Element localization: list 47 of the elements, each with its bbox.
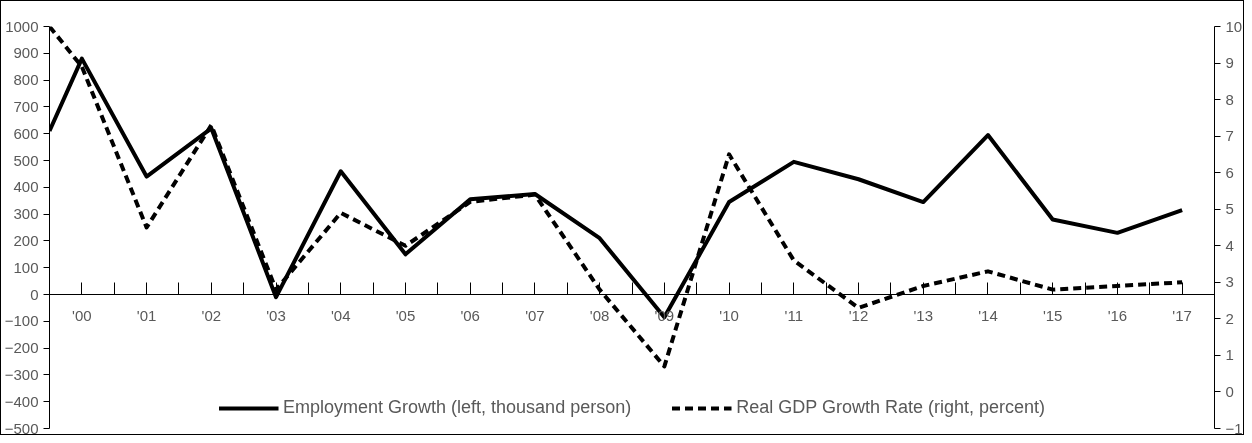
x-tick-label: '12 xyxy=(848,306,869,324)
y-tick-label: 700 xyxy=(13,97,39,115)
y-tick-label: −500 xyxy=(4,419,39,437)
y-tick-label: 300 xyxy=(13,205,39,223)
x-tick-label: '14 xyxy=(978,306,998,324)
x-tick-label: '13 xyxy=(913,306,934,324)
y2-tick-label: 5 xyxy=(1225,200,1234,218)
y-tick-label: −300 xyxy=(4,365,39,383)
y-tick-label: −200 xyxy=(4,339,39,357)
x-tick-label: '05 xyxy=(395,306,416,324)
y-tick-label: 200 xyxy=(13,231,39,249)
y-tick-label: 1000 xyxy=(5,17,39,35)
x-tick-label: '04 xyxy=(330,306,351,324)
y-tick-label: 500 xyxy=(13,151,39,169)
x-tick-label: '17 xyxy=(1172,306,1192,324)
y2-tick-label: 9 xyxy=(1225,54,1234,72)
y2-tick-label: 3 xyxy=(1225,273,1234,291)
x-tick-label: '00 xyxy=(72,306,92,324)
x-tick-label: '15 xyxy=(1042,306,1063,324)
y-tick-label: 100 xyxy=(13,258,39,276)
y-tick-label: 800 xyxy=(13,71,39,89)
y2-tick-label: 6 xyxy=(1225,163,1234,181)
y-tick-label: 600 xyxy=(13,124,39,142)
y-tick-label: −400 xyxy=(4,392,39,410)
legend-label: Real GDP Growth Rate (right, percent) xyxy=(736,397,1045,418)
y2-tick-label: 8 xyxy=(1225,90,1234,108)
legend-label: Employment Growth (left, thousand person) xyxy=(283,397,632,418)
x-tick-label: '11 xyxy=(784,306,804,324)
y-tick-label: 400 xyxy=(13,178,39,196)
y-tick-label: −100 xyxy=(4,312,39,330)
y2-tick-label: 7 xyxy=(1225,127,1234,145)
y2-tick-label: 2 xyxy=(1225,309,1234,327)
y2-tick-label: −1 xyxy=(1225,419,1243,437)
x-tick-label: '08 xyxy=(589,306,610,324)
y-tick-label: 900 xyxy=(13,44,39,62)
x-tick-label: '03 xyxy=(266,306,286,324)
y2-tick-label: 4 xyxy=(1225,236,1234,254)
x-tick-label: '01 xyxy=(136,306,157,324)
x-tick-label: '06 xyxy=(460,306,480,324)
y2-tick-label: 1 xyxy=(1225,346,1234,364)
y2-tick-label: 10 xyxy=(1225,17,1243,35)
x-tick-label: '16 xyxy=(1107,306,1128,324)
y-tick-label: 0 xyxy=(30,285,39,303)
x-tick-label: '02 xyxy=(201,306,222,324)
x-tick-label: '07 xyxy=(525,306,545,324)
x-tick-label: '10 xyxy=(719,306,739,324)
y2-tick-label: 0 xyxy=(1225,382,1234,400)
